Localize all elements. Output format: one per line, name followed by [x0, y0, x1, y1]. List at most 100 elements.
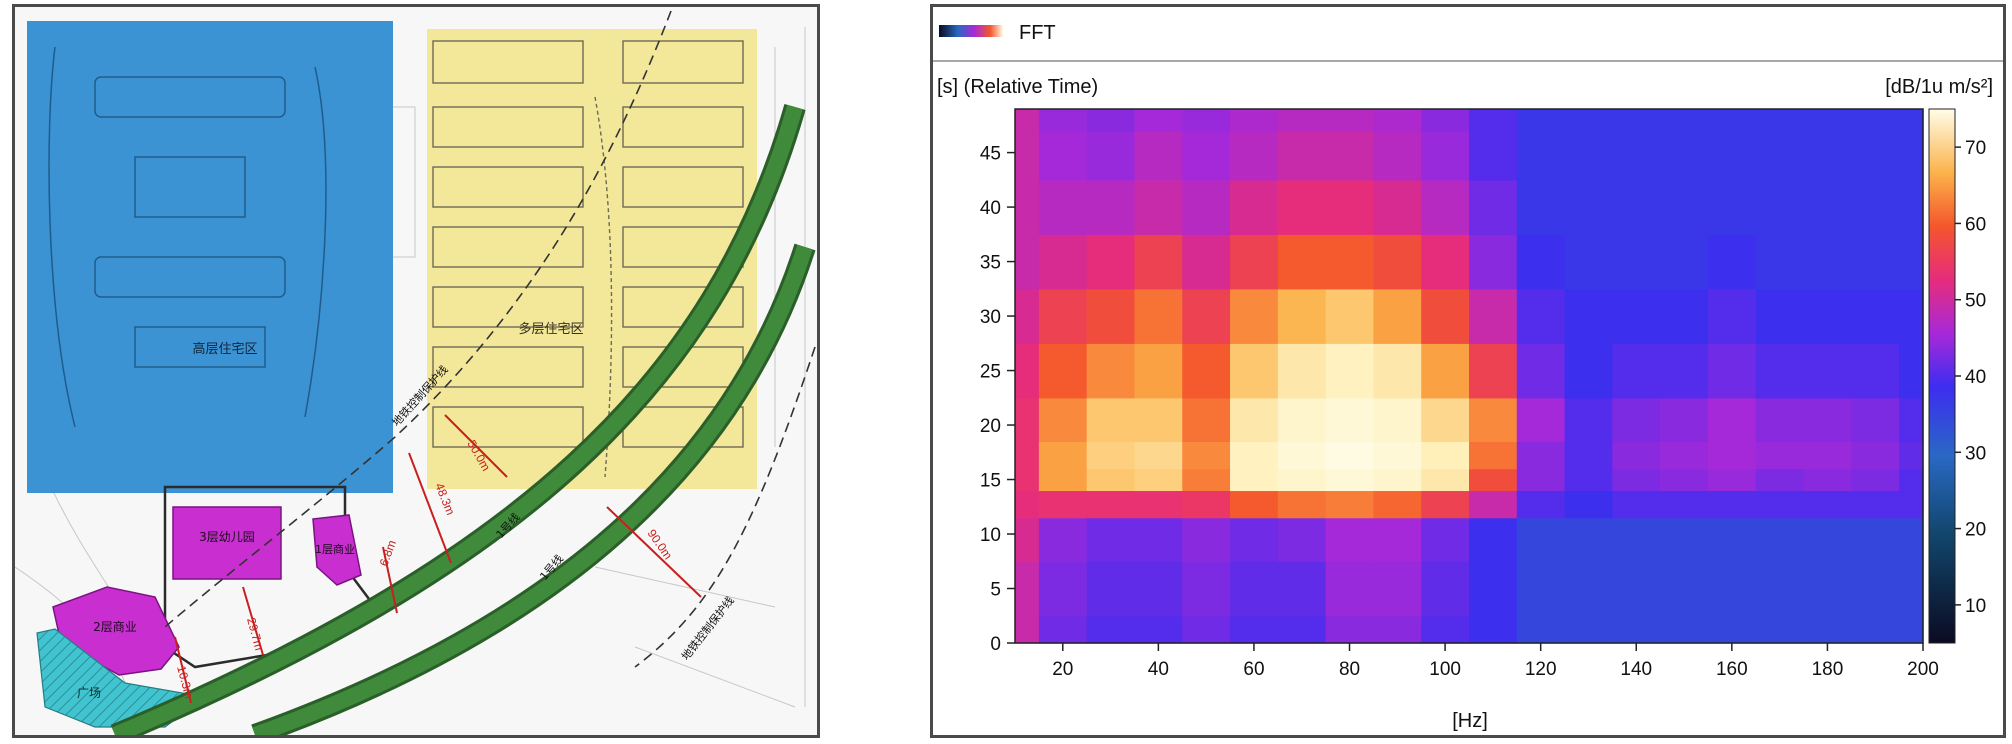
colorbar-tick-label: 40 [1965, 367, 1986, 388]
heatmap-cell [1516, 490, 1566, 519]
heatmap-cell [1182, 343, 1231, 399]
heatmap-cell [1851, 343, 1900, 399]
heatmap-cell [1134, 234, 1183, 290]
y-tick-label: 25 [980, 362, 1001, 383]
heatmap-cell [1421, 517, 1470, 562]
heatmap-cell [1707, 517, 1757, 562]
heatmap-cell [1755, 234, 1805, 290]
y-ticks: 0 5 10 15 20 25 30 35 40 45 [980, 144, 1015, 655]
heatmap-cell [1373, 109, 1422, 132]
heatmap-cell [1038, 179, 1088, 235]
heatmap-cell [1086, 517, 1136, 562]
y-tick-label: 10 [980, 525, 1001, 546]
heatmap-cell [1230, 343, 1279, 399]
heatmap-cell [1660, 517, 1709, 562]
heatmap-cell [1755, 615, 1805, 644]
heatmap-cell [1899, 130, 1924, 181]
multistory-building-rows [432, 40, 744, 478]
heatmap-cell [1325, 130, 1375, 181]
heatmap-cell [1015, 288, 1040, 344]
heatmap-cell [1038, 109, 1088, 132]
y-tick-label: 35 [980, 253, 1001, 274]
heatmap-cell [1421, 234, 1470, 290]
heatmap-cell [1803, 343, 1852, 399]
heatmap-cell [1277, 490, 1327, 519]
site-plan-drawing: 高层住宅区 多层住宅区 3层幼儿园 1层商业 2层商业 广场 [14, 7, 817, 744]
heatmap-cell [1803, 179, 1852, 235]
heatmap-cell [1421, 130, 1470, 181]
heatmap-cell [1660, 179, 1709, 235]
plot-frame [1014, 108, 1924, 644]
heatmap-cell [1469, 288, 1518, 344]
heatmap-cell [1373, 343, 1422, 399]
heatmap-cell [1086, 109, 1136, 132]
heatmap-cell [1038, 517, 1088, 562]
heatmap-cell [1086, 130, 1136, 181]
heatmap-cell [1564, 441, 1613, 470]
heatmap-cell [1755, 468, 1805, 492]
heatmap-cell [1564, 615, 1613, 644]
heatmap-cell [1325, 468, 1375, 492]
heatmap-cell [1134, 615, 1183, 644]
heatmap-cell [1516, 288, 1566, 344]
heatmap-cell [1612, 517, 1661, 562]
heatmap-cell [1182, 109, 1231, 132]
heatmap-cell [1803, 468, 1852, 492]
heatmap-cell [1803, 109, 1852, 132]
heatmap-cell [1469, 561, 1518, 617]
heatmap-cell [1038, 561, 1088, 617]
heatmap-cell [1516, 468, 1566, 492]
heatmap-cell [1612, 490, 1661, 519]
heatmap-cell [1373, 517, 1422, 562]
heatmap-cell [1421, 561, 1470, 617]
heatmap-cell [1660, 130, 1709, 181]
heatmap-cell [1564, 397, 1613, 442]
heatmap-cell [1134, 561, 1183, 617]
heatmap-cell [1660, 288, 1709, 344]
heatmap-cell [1469, 109, 1518, 132]
spectrogram-panel: FFT [s] (Relative Time) [dB/1u m/s²] [Hz… [930, 4, 2006, 738]
heatmap-cells [1015, 109, 1924, 644]
heatmap-cell [1086, 397, 1136, 442]
heatmap-cell [1612, 130, 1661, 181]
heatmap-cell [1038, 130, 1088, 181]
heatmap-cell [1038, 397, 1088, 442]
heatmap-cell [1851, 109, 1900, 132]
heatmap-cell [1373, 179, 1422, 235]
heatmap-cell [1755, 490, 1805, 519]
heatmap-cell [1277, 288, 1327, 344]
heatmap-cell [1755, 109, 1805, 132]
heatmap-cell [1134, 490, 1183, 519]
heatmap-cell [1899, 179, 1924, 235]
heatmap-cell [1469, 234, 1518, 290]
heatmap-cell [1086, 234, 1136, 290]
heatmap-cell [1421, 397, 1470, 442]
heatmap-cell [1612, 234, 1661, 290]
heatmap-cell [1325, 343, 1375, 399]
heatmap-cell [1325, 288, 1375, 344]
heatmap-cell [1373, 234, 1422, 290]
heatmap-cell [1015, 490, 1040, 519]
heatmap-cell [1899, 490, 1924, 519]
heatmap-cell [1015, 109, 1040, 132]
heatmap-cell [1134, 517, 1183, 562]
x-tick-label: 120 [1525, 659, 1557, 680]
heatmap-cell [1803, 561, 1852, 617]
y-tick-label: 15 [980, 471, 1001, 492]
heatmap-cell [1421, 441, 1470, 470]
heatmap-cell [1182, 397, 1231, 442]
heatmap-cell [1564, 179, 1613, 235]
colorbar-tick-label: 30 [1965, 443, 1986, 464]
heatmap-cell [1134, 343, 1183, 399]
heatmap-cell [1230, 517, 1279, 562]
heatmap-cell [1182, 561, 1231, 617]
heatmap-cell [1899, 234, 1924, 290]
heatmap-cell [1015, 468, 1040, 492]
heatmap-cell [1325, 397, 1375, 442]
heatmap-cell [1182, 468, 1231, 492]
heatmap-cell [1015, 615, 1040, 644]
heatmap-cell [1803, 397, 1852, 442]
heatmap-cell [1277, 109, 1327, 132]
heatmap-cell [1707, 130, 1757, 181]
heatmap-cell [1277, 561, 1327, 617]
